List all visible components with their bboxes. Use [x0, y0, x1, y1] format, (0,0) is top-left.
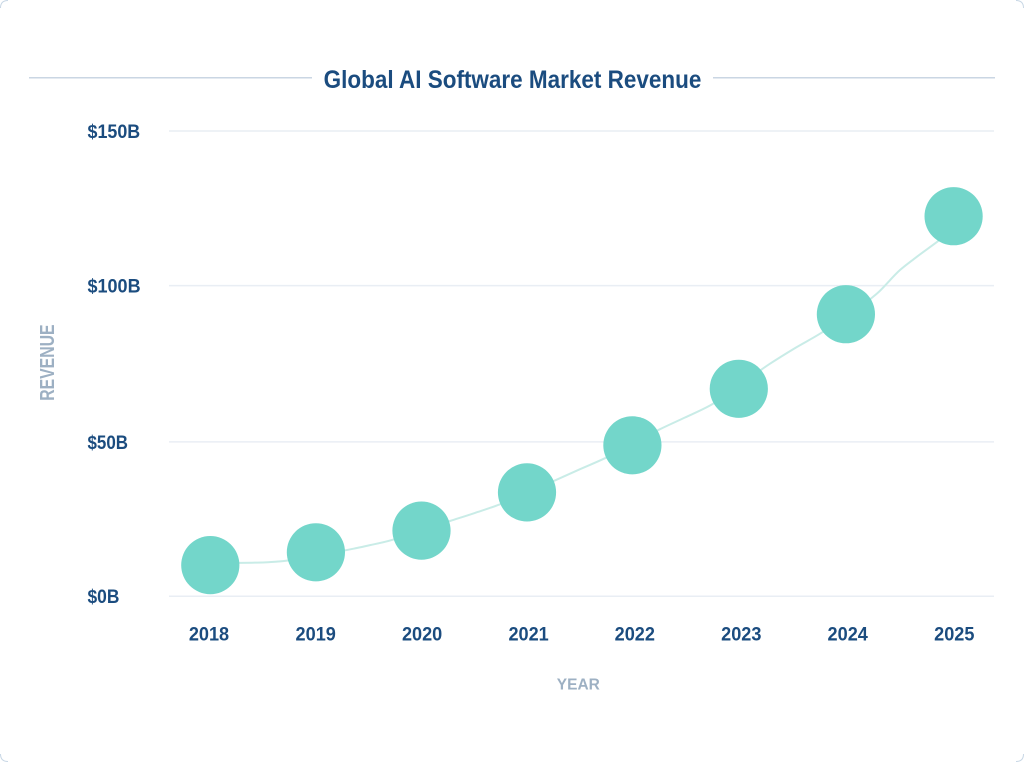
svg-text:$0B: $0B [88, 587, 120, 608]
svg-text:2019: 2019 [296, 624, 336, 645]
svg-text:2021: 2021 [508, 624, 549, 645]
svg-text:2025: 2025 [934, 624, 975, 645]
svg-text:2024: 2024 [828, 624, 869, 645]
svg-text:YEAR: YEAR [557, 677, 600, 694]
svg-text:2020: 2020 [402, 624, 442, 645]
svg-text:2018: 2018 [189, 624, 229, 645]
svg-text:Global AI Software Market Reve: Global AI Software Market Revenue [324, 66, 702, 94]
svg-text:REVENUE: REVENUE [37, 324, 59, 400]
svg-text:$50B: $50B [88, 433, 129, 454]
svg-text:2023: 2023 [721, 624, 761, 645]
svg-text:$100B: $100B [88, 277, 141, 298]
svg-text:2022: 2022 [615, 624, 655, 645]
svg-text:$150B: $150B [88, 122, 141, 143]
